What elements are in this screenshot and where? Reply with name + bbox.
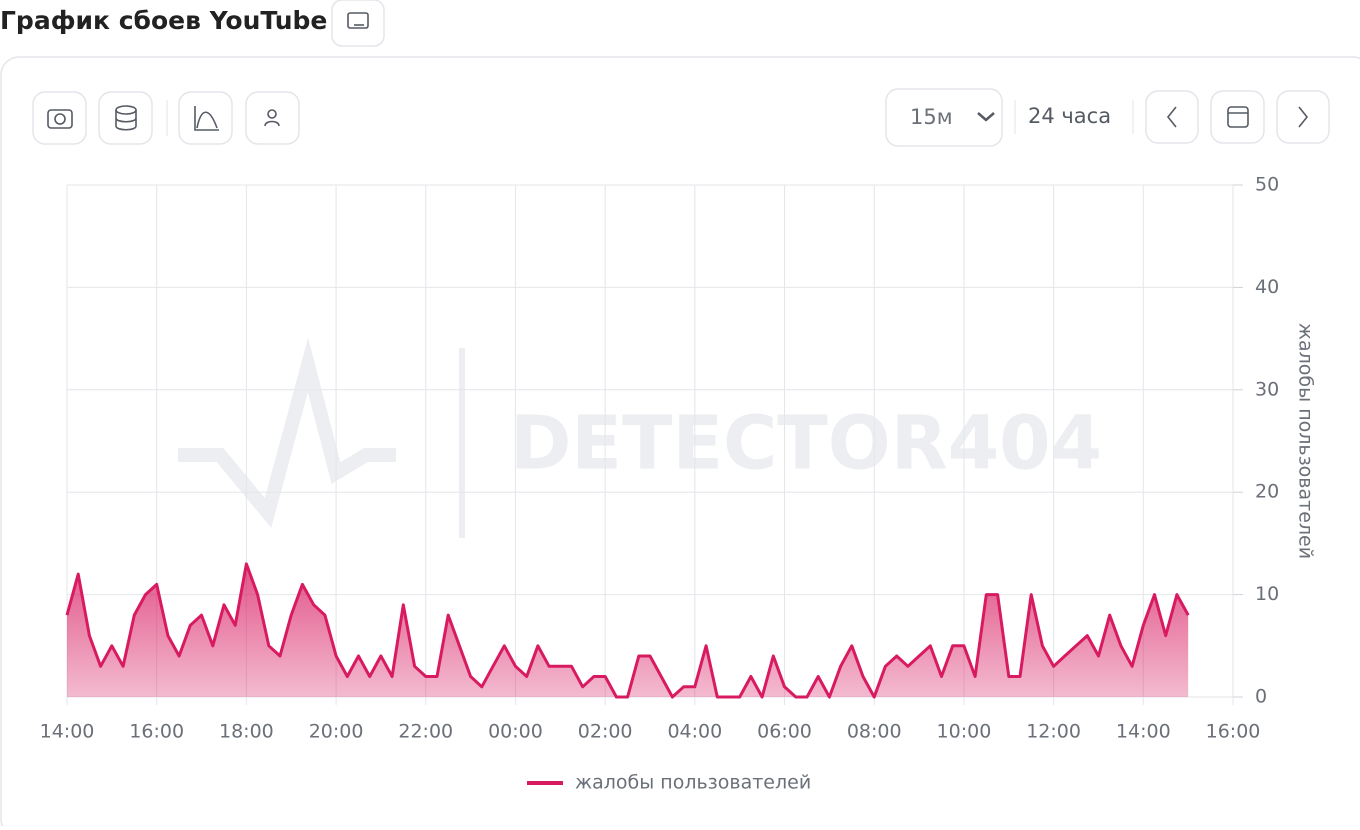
line <box>65 562 1190 699</box>
watermark-icon <box>178 337 396 528</box>
page-title: График сбоев YouTube <box>0 6 327 35</box>
user-button[interactable] <box>245 91 300 145</box>
plot: DETECTOR404 <box>66 184 1234 705</box>
legend-label[interactable]: жалобы пользователей <box>575 772 811 794</box>
data-button[interactable] <box>98 91 153 145</box>
x-tick-label: 02:00 <box>578 721 633 743</box>
y-tick-label: 20 <box>1255 481 1279 503</box>
x-tick-label: 00:00 <box>488 721 543 743</box>
chart-button[interactable] <box>178 91 233 145</box>
x-tick-label: 20:00 <box>309 721 364 743</box>
x-tick-label: 12:00 <box>1026 721 1081 743</box>
x-tick-label: 16:00 <box>1206 721 1261 743</box>
x-tick-label: 10:00 <box>937 721 992 743</box>
camera-button[interactable] <box>32 91 87 145</box>
x-tick-label: 04:00 <box>667 721 722 743</box>
range-text[interactable]: 24 часа <box>1028 104 1111 128</box>
x-tick-label: 14:00 <box>1116 721 1171 743</box>
y-tick-label: 10 <box>1255 583 1279 605</box>
watermark: DETECTOR404 <box>510 401 1102 487</box>
x-tick-label: 22:00 <box>398 721 453 743</box>
y-tick-label: 40 <box>1255 276 1279 298</box>
y-axis-label: жалобы пользователей <box>1295 323 1317 559</box>
y-tick-label: 0 <box>1255 686 1267 708</box>
calendar-button[interactable] <box>1210 90 1265 144</box>
card <box>0 56 1360 830</box>
screen-button[interactable] <box>331 0 385 47</box>
x-tick-label: 06:00 <box>757 721 812 743</box>
next-button[interactable] <box>1276 90 1330 144</box>
x-tick-label: 08:00 <box>847 721 902 743</box>
interval-select[interactable]: 15м <box>885 88 1003 147</box>
area <box>67 563 1189 697</box>
y-tick-label: 50 <box>1255 174 1279 196</box>
y-tick-label: 30 <box>1255 378 1279 400</box>
x-tick-label: 18:00 <box>219 721 274 743</box>
interval-text: 15м <box>910 105 953 129</box>
x-tick-label: 16:00 <box>129 721 184 743</box>
x-tick-label: 14:00 <box>40 721 95 743</box>
prev-button[interactable] <box>1145 90 1199 144</box>
